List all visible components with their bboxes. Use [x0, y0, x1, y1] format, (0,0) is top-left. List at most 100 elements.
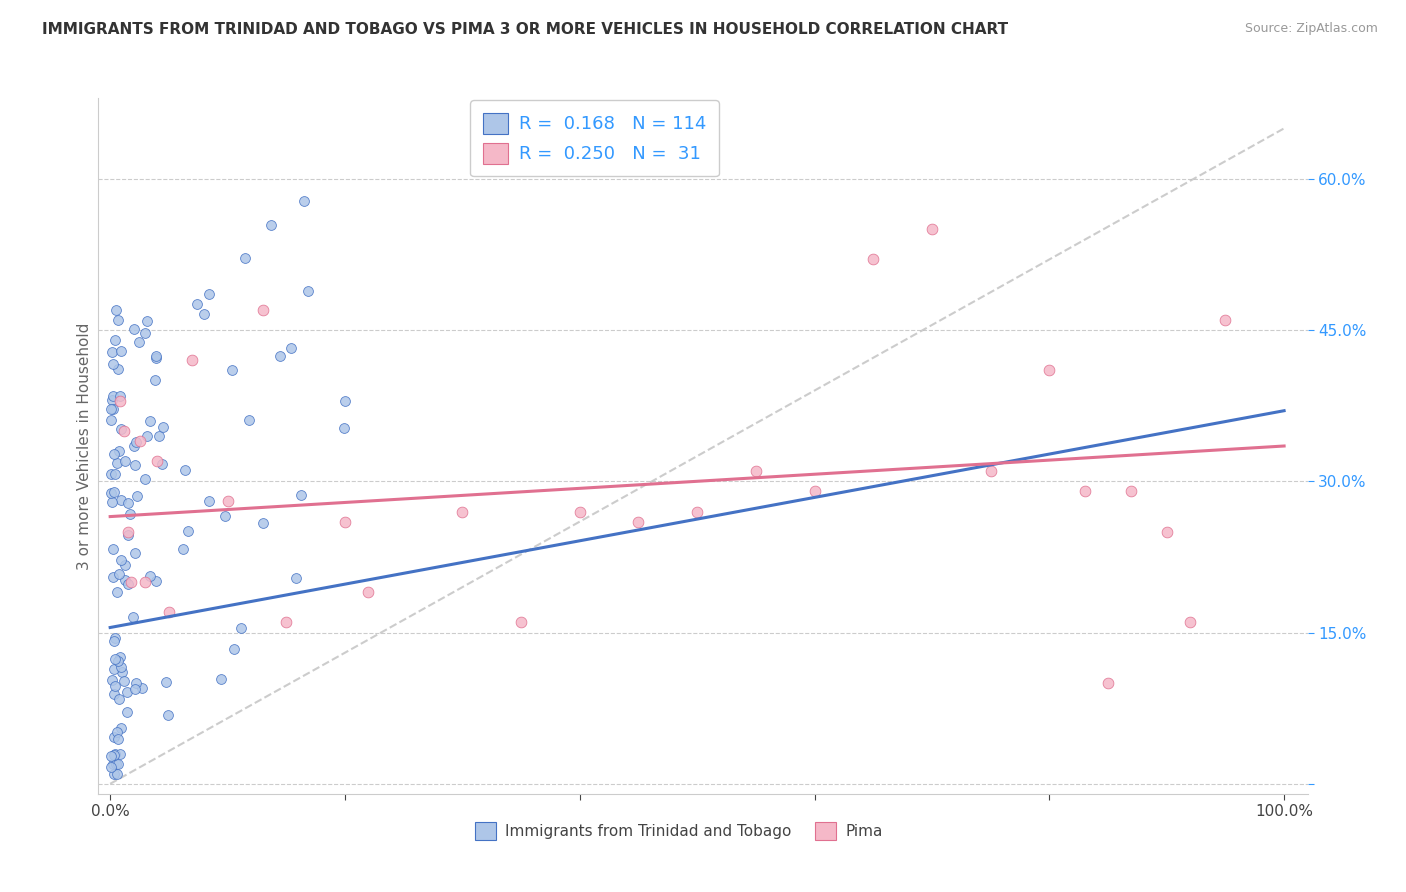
Point: [122, 609, 145, 624]
Point: [146, 454, 169, 468]
Point: [148, 429, 170, 443]
Point: [104, 467, 127, 481]
Point: [174, 463, 197, 477]
Point: [117, 577, 139, 591]
Point: [104, 631, 127, 645]
Point: [333, 421, 356, 435]
Point: [107, 362, 129, 376]
Point: [136, 314, 159, 328]
Point: [128, 334, 150, 349]
Point: [124, 682, 146, 697]
Point: [100, 495, 122, 509]
Point: [101, 344, 124, 359]
Point: [134, 326, 156, 340]
Point: [510, 615, 533, 630]
Point: [114, 558, 136, 572]
Point: [103, 633, 125, 648]
Point: [229, 621, 252, 635]
Point: [114, 454, 136, 468]
Point: [100, 402, 122, 417]
Point: [108, 566, 131, 581]
Point: [292, 194, 315, 209]
Point: [124, 435, 146, 450]
Text: IMMIGRANTS FROM TRINIDAD AND TOBAGO VS PIMA 3 OR MORE VEHICLES IN HOUSEHOLD CORR: IMMIGRANTS FROM TRINIDAD AND TOBAGO VS P…: [42, 22, 1008, 37]
Y-axis label: 3 or more Vehicles in Household: 3 or more Vehicles in Household: [77, 322, 91, 570]
Point: [110, 665, 132, 679]
Point: [101, 401, 124, 416]
Point: [124, 458, 146, 472]
Point: [297, 284, 319, 298]
Point: [152, 420, 174, 434]
Point: [117, 684, 139, 698]
Point: [217, 494, 239, 508]
Point: [568, 504, 591, 518]
Point: [136, 429, 159, 443]
Point: [105, 766, 128, 780]
Point: [105, 584, 128, 599]
Point: [103, 446, 125, 460]
Point: [117, 496, 139, 510]
Point: [197, 287, 219, 301]
Point: [155, 675, 177, 690]
Point: [103, 570, 125, 584]
Point: [214, 508, 236, 523]
Point: [197, 494, 219, 508]
Point: [138, 414, 160, 428]
Point: [193, 307, 215, 321]
Point: [112, 673, 135, 688]
Point: [221, 362, 243, 376]
Point: [110, 721, 132, 735]
Point: [107, 756, 129, 771]
Point: [285, 571, 308, 585]
Point: [186, 297, 208, 311]
Point: [114, 573, 136, 587]
Point: [333, 393, 356, 408]
Point: [108, 649, 131, 664]
Point: [105, 725, 128, 739]
Point: [122, 321, 145, 335]
Point: [128, 434, 150, 448]
Point: [157, 606, 180, 620]
Point: [1073, 484, 1095, 499]
Point: [100, 760, 122, 774]
Point: [101, 756, 124, 771]
Point: [103, 731, 125, 745]
Point: [686, 504, 709, 518]
Point: [103, 766, 125, 780]
Point: [290, 488, 312, 502]
Point: [103, 687, 125, 701]
Point: [107, 313, 129, 327]
Point: [145, 351, 167, 365]
Point: [108, 444, 131, 458]
Point: [101, 389, 124, 403]
Point: [177, 524, 200, 538]
Point: [269, 349, 291, 363]
Point: [122, 438, 145, 452]
Point: [105, 456, 128, 470]
Text: Source: ZipAtlas.com: Source: ZipAtlas.com: [1244, 22, 1378, 36]
Point: [124, 545, 146, 559]
Point: [117, 524, 139, 539]
Point: [145, 574, 167, 589]
Point: [103, 662, 125, 676]
Point: [627, 515, 650, 529]
Point: [100, 673, 122, 688]
Point: [252, 516, 274, 530]
Point: [252, 302, 274, 317]
Point: [259, 219, 281, 233]
Point: [103, 485, 125, 500]
Point: [980, 464, 1002, 478]
Point: [222, 642, 245, 657]
Point: [131, 681, 153, 696]
Point: [100, 486, 122, 500]
Point: [134, 575, 156, 590]
Point: [209, 672, 232, 686]
Point: [1121, 484, 1143, 499]
Point: [100, 467, 122, 481]
Point: [745, 464, 768, 478]
Point: [110, 389, 132, 403]
Point: [104, 652, 127, 666]
Point: [108, 747, 131, 761]
Legend: Immigrants from Trinidad and Tobago, Pima: Immigrants from Trinidad and Tobago, Pim…: [465, 813, 891, 849]
Point: [100, 392, 122, 407]
